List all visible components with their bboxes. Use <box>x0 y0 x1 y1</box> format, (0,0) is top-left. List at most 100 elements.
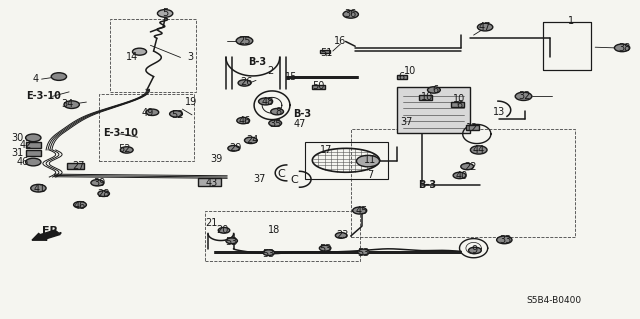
Text: 18: 18 <box>268 225 280 235</box>
Circle shape <box>335 233 347 238</box>
Text: 30: 30 <box>12 133 24 143</box>
Circle shape <box>468 247 481 254</box>
Text: 6: 6 <box>432 85 438 95</box>
Bar <box>99 94 194 161</box>
Text: 47: 47 <box>479 22 492 32</box>
Bar <box>320 50 330 54</box>
Text: 50: 50 <box>312 81 325 91</box>
Text: 1: 1 <box>568 16 574 26</box>
Text: 28: 28 <box>97 189 110 199</box>
Text: 51: 51 <box>320 48 333 58</box>
Circle shape <box>26 134 41 142</box>
Text: 8: 8 <box>275 107 282 117</box>
Text: 10: 10 <box>403 66 416 76</box>
Circle shape <box>226 238 237 244</box>
Text: 44: 44 <box>472 145 485 155</box>
Circle shape <box>515 92 532 100</box>
Circle shape <box>218 227 230 233</box>
Text: 42: 42 <box>19 140 32 150</box>
Circle shape <box>64 101 79 108</box>
Text: FR.: FR. <box>42 226 63 236</box>
Text: B-3: B-3 <box>419 180 436 190</box>
Bar <box>305 142 388 179</box>
Circle shape <box>244 137 257 144</box>
Circle shape <box>259 98 273 105</box>
Circle shape <box>74 202 86 208</box>
Text: 19: 19 <box>184 97 197 107</box>
Circle shape <box>353 207 367 214</box>
Circle shape <box>132 48 147 55</box>
Text: 6: 6 <box>399 72 405 82</box>
Text: 25: 25 <box>238 36 251 47</box>
Circle shape <box>228 145 239 151</box>
Circle shape <box>428 87 440 93</box>
Circle shape <box>356 155 380 167</box>
Text: 35: 35 <box>269 119 282 129</box>
Text: 46: 46 <box>238 116 251 126</box>
Text: B-3: B-3 <box>248 57 266 67</box>
Circle shape <box>237 117 250 124</box>
Text: 20: 20 <box>216 225 229 235</box>
Text: 46: 46 <box>16 157 29 167</box>
Text: C: C <box>278 169 285 179</box>
Text: B-3: B-3 <box>293 109 311 119</box>
Text: 38: 38 <box>618 43 630 53</box>
Text: 34: 34 <box>61 99 74 109</box>
Text: 10: 10 <box>453 94 466 104</box>
Circle shape <box>461 163 474 170</box>
Bar <box>198 178 221 187</box>
Text: 41: 41 <box>33 184 46 194</box>
Circle shape <box>157 10 173 17</box>
Bar <box>205 211 360 261</box>
Circle shape <box>358 249 369 255</box>
Circle shape <box>51 73 67 80</box>
Text: 37: 37 <box>400 117 413 127</box>
Bar <box>543 22 591 70</box>
Circle shape <box>31 184 46 192</box>
Circle shape <box>269 120 282 126</box>
Text: 46: 46 <box>74 201 86 211</box>
Text: 48: 48 <box>261 97 274 107</box>
Text: C: C <box>291 175 298 185</box>
Bar <box>312 85 325 89</box>
Circle shape <box>319 245 331 251</box>
Text: 14: 14 <box>126 52 139 63</box>
Text: 53: 53 <box>357 248 370 258</box>
Text: 52: 52 <box>172 110 184 120</box>
Circle shape <box>470 146 487 154</box>
Bar <box>351 129 575 237</box>
Circle shape <box>614 44 630 52</box>
Text: 32: 32 <box>518 91 531 101</box>
Bar <box>397 75 407 79</box>
Circle shape <box>26 158 41 166</box>
Text: 36: 36 <box>344 9 357 19</box>
Circle shape <box>236 37 253 45</box>
Bar <box>67 163 84 169</box>
Circle shape <box>170 111 182 117</box>
Text: E-3-10: E-3-10 <box>103 128 138 138</box>
Text: 5: 5 <box>162 8 168 18</box>
Text: 47: 47 <box>293 119 306 129</box>
Circle shape <box>238 80 251 86</box>
Text: 2: 2 <box>268 66 274 76</box>
Circle shape <box>477 23 493 31</box>
Text: 7: 7 <box>367 170 373 181</box>
Bar <box>419 95 432 100</box>
Text: 29: 29 <box>229 143 242 153</box>
Text: 31: 31 <box>12 148 24 158</box>
Bar <box>110 19 196 92</box>
Circle shape <box>453 172 466 179</box>
Circle shape <box>120 147 133 153</box>
Text: 26: 26 <box>240 77 253 87</box>
Bar <box>451 102 464 107</box>
Circle shape <box>343 11 358 18</box>
Text: 9: 9 <box>472 245 478 256</box>
Circle shape <box>263 250 275 256</box>
Bar <box>543 22 591 70</box>
Text: 43: 43 <box>205 178 218 189</box>
Circle shape <box>271 108 284 115</box>
Text: 13: 13 <box>493 107 506 117</box>
Text: 4: 4 <box>32 74 38 84</box>
Text: 53: 53 <box>319 244 332 254</box>
Text: 16: 16 <box>334 36 347 47</box>
